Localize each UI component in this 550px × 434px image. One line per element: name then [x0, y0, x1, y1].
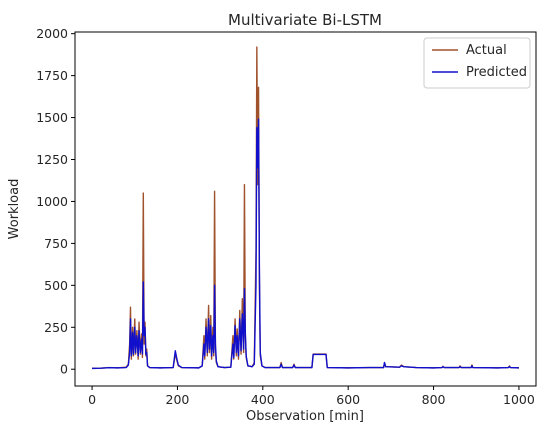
y-tick-label: 250 [44, 320, 68, 335]
plot-frame [74, 31, 537, 387]
x-tick-label: 400 [251, 392, 275, 407]
series-layer [92, 46, 519, 370]
y-tick-label: 1750 [36, 68, 68, 83]
legend: Actual Predicted [423, 37, 531, 89]
y-tick-label: 1250 [36, 152, 68, 167]
y-tick-label: 500 [44, 278, 68, 293]
y-tick-label: 2000 [36, 26, 68, 41]
x-axis-ticks: 0 200 400 600 800 1000 [88, 386, 535, 407]
x-tick-label: 1000 [503, 392, 535, 407]
chart-title: Multivariate Bi-LSTM [228, 11, 382, 29]
x-tick-label: 600 [336, 392, 360, 407]
y-tick-label: 1500 [36, 110, 68, 125]
y-tick-label: 1000 [36, 194, 68, 209]
y-axis-label: Workload [7, 179, 22, 240]
series-line-actual [92, 46, 519, 370]
x-tick-label: 0 [88, 392, 96, 407]
y-tick-label: 0 [60, 362, 68, 377]
x-tick-label: 200 [166, 392, 190, 407]
series-line-predicted [92, 118, 519, 370]
y-axis-ticks: 0 250 500 750 1000 1250 1500 1750 2000 [36, 26, 75, 377]
legend-label-actual: Actual [466, 43, 507, 58]
y-tick-label: 750 [44, 236, 68, 251]
legend-label-predicted: Predicted [466, 65, 527, 80]
x-tick-label: 800 [422, 392, 446, 407]
x-axis-label: Observation [min] [246, 409, 364, 424]
plot-area [74, 31, 537, 387]
